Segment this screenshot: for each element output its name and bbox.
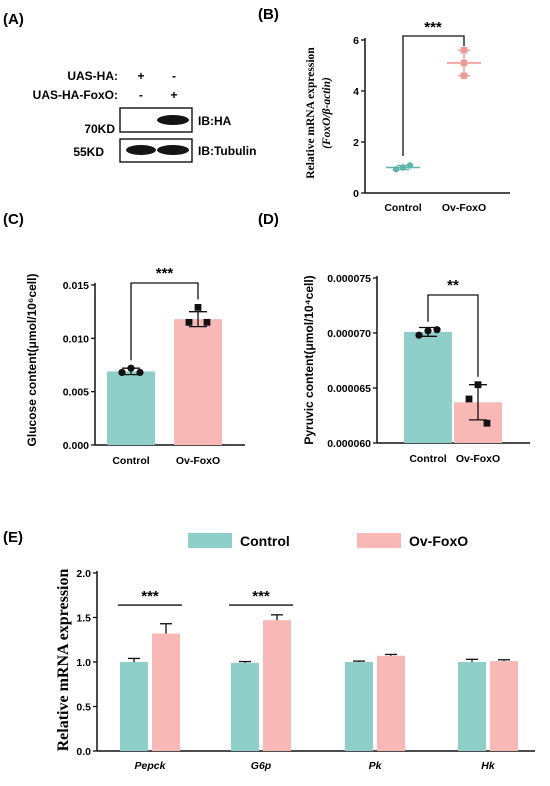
- significance-label: ***: [424, 19, 442, 36]
- data-point: [415, 331, 423, 339]
- panel-d-chart: (D) Pyruvic content(μmol/10⁴cell) 0.0000…: [258, 211, 530, 465]
- panel-b-ylabel-line2: (FoxO/β-actin): [321, 77, 333, 149]
- blot-ib-tubulin: IB:Tubulin: [198, 144, 256, 158]
- x-tick-label: G6p: [251, 760, 272, 772]
- y-tick-label: 0.010: [63, 333, 89, 345]
- blot-band-tubulin-lane1: [126, 145, 156, 155]
- panel-e-label: (E): [3, 529, 23, 546]
- x-tick-label: Pepck: [135, 760, 167, 772]
- blot-kd-70: 70KD: [84, 122, 115, 136]
- data-point: [185, 318, 193, 326]
- bar: [152, 633, 180, 751]
- bar: [345, 662, 373, 751]
- panel-c-label: (C): [3, 211, 24, 228]
- y-tick-label: 1.0: [76, 657, 91, 669]
- x-tick-label: Ov-FoxO: [176, 455, 220, 467]
- y-tick-label: 2.0: [76, 568, 91, 580]
- x-tick-label: Control: [409, 453, 446, 465]
- y-tick-label: 0.000065: [327, 383, 371, 395]
- data-point: [483, 419, 491, 427]
- panel-b-chart: (B) Relative mRNA expression (FoxO/β-act…: [258, 6, 510, 214]
- panel-c-ylabel: Glucose content(μmol/10⁶cell): [25, 274, 39, 447]
- data-point: [433, 326, 441, 334]
- panel-e-chart: (E) Relative mRNA expression Control Ov-…: [3, 529, 535, 772]
- bar: [490, 661, 518, 751]
- legend-swatch-ovfoxo: [357, 533, 401, 548]
- sign-uas-ha-foxo-lane1: -: [139, 88, 143, 102]
- bar: [120, 662, 148, 751]
- data-point: [194, 304, 202, 311]
- blot-kd-55: 55KD: [73, 145, 104, 159]
- data-point: [406, 162, 414, 169]
- data-point: [474, 381, 482, 389]
- x-tick-label: Ov-FoxO: [456, 453, 500, 465]
- x-tick-label: Control: [112, 455, 149, 467]
- y-tick-label: 0.000: [63, 440, 89, 452]
- sign-uas-ha-lane1: +: [137, 69, 144, 83]
- significance-label: ***: [252, 588, 270, 605]
- x-tick-label: Pk: [369, 760, 383, 772]
- data-point: [424, 327, 432, 335]
- blot-frame-tubulin: [119, 138, 193, 163]
- data-point: [460, 72, 468, 79]
- y-tick-label: 4: [353, 86, 359, 98]
- panel-b-label: (B): [258, 6, 279, 23]
- row-label-uas-ha-foxo: UAS-HA-FoxO:: [33, 88, 118, 102]
- bar: [107, 371, 155, 445]
- sign-uas-ha-lane2: -: [172, 69, 176, 83]
- data-point: [118, 368, 126, 377]
- bar: [263, 620, 291, 751]
- row-label-uas-ha: UAS-HA:: [67, 69, 118, 83]
- y-tick-label: 0: [353, 188, 359, 200]
- panel-a-label: (A): [3, 11, 24, 28]
- data-point: [127, 364, 135, 372]
- data-point: [460, 47, 468, 54]
- legend-label-control: Control: [240, 533, 290, 549]
- panel-e-ylabel: Relative mRNA expression: [55, 569, 72, 752]
- y-tick-label: 0.5: [76, 702, 91, 714]
- y-tick-label: 2: [353, 137, 359, 149]
- bar: [174, 319, 222, 445]
- y-tick-label: 1.5: [76, 613, 91, 625]
- bar: [231, 662, 259, 751]
- data-point: [465, 395, 473, 403]
- y-tick-label: 0.005: [63, 387, 89, 399]
- data-point: [460, 59, 468, 67]
- significance-label: ***: [141, 588, 159, 605]
- panel-c-chart: (C) Glucose content(μmol/10⁶cell) 0.000 0…: [3, 211, 245, 467]
- significance-label: ***: [156, 265, 174, 282]
- y-tick-label: 0.0: [76, 746, 91, 758]
- x-tick-label: Control: [384, 202, 421, 214]
- panel-a: (A) UAS-HA: + - UAS-HA-FoxO: - + 70KD IB…: [3, 11, 256, 163]
- x-tick-label: Ov-FoxO: [442, 202, 486, 214]
- bar: [404, 331, 452, 443]
- bar: [377, 655, 405, 751]
- y-tick-label: 0.000060: [327, 438, 371, 450]
- data-point: [392, 166, 400, 173]
- significance-bracket: [427, 294, 479, 377]
- blot-band-ha-foxo: [157, 115, 189, 125]
- significance-label: **: [447, 277, 459, 294]
- data-point: [399, 164, 407, 171]
- bar: [458, 662, 486, 751]
- legend-swatch-control: [188, 533, 232, 548]
- y-tick-label: 6: [353, 35, 359, 47]
- panel-d-label: (D): [258, 211, 279, 228]
- significance-bracket: [130, 282, 199, 361]
- panel-b-ylabel-line1: Relative mRNA expression: [305, 47, 317, 179]
- blot-ib-ha: IB:HA: [198, 114, 232, 128]
- x-tick-label: Hk: [481, 760, 496, 772]
- blot-band-tubulin-lane2: [157, 145, 189, 155]
- y-tick-label: 0.000075: [327, 273, 371, 285]
- y-tick-label: 0.015: [63, 280, 89, 292]
- y-tick-label: 0.000070: [327, 328, 371, 340]
- data-point: [203, 318, 211, 326]
- sign-uas-ha-foxo-lane2: +: [170, 88, 177, 102]
- panel-d-ylabel: Pyruvic content(μmol/10⁴cell): [302, 275, 316, 444]
- data-point: [136, 368, 144, 377]
- legend-label-ovfoxo: Ov-FoxO: [409, 533, 468, 549]
- significance-bracket: [402, 35, 465, 157]
